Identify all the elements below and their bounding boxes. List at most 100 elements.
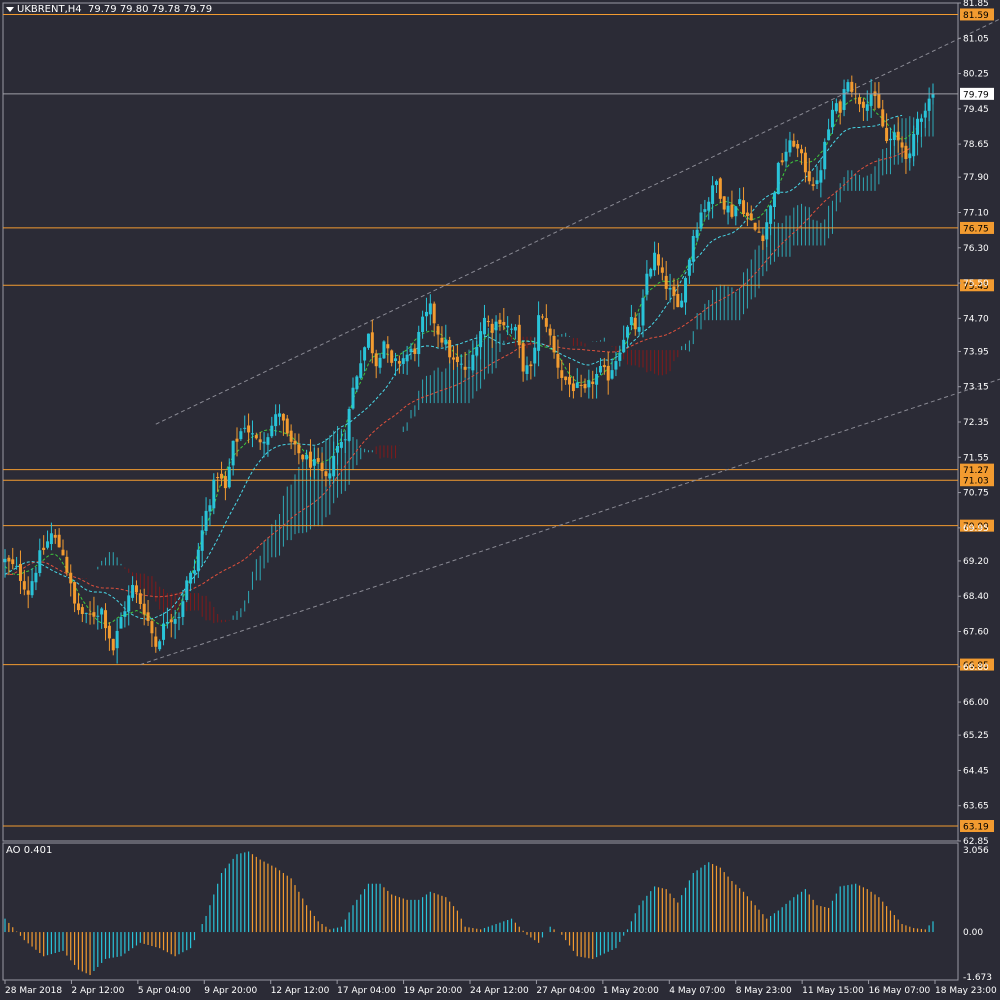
candle-body [22, 581, 26, 590]
candle-body [498, 319, 502, 324]
candle-body [800, 149, 804, 154]
time-tick-label: 11 May 15:00 [802, 986, 864, 996]
candle-body [258, 439, 262, 443]
candle-body [761, 235, 765, 242]
candle-body [749, 213, 753, 221]
candle-body [931, 93, 935, 98]
candle-body [533, 347, 537, 364]
candle-body [865, 104, 869, 111]
price-tick-label: 73.95 [963, 347, 989, 357]
candle-body [196, 549, 200, 572]
candle-body [568, 376, 572, 385]
price-tick-label: 77.10 [963, 209, 989, 219]
candle-body [390, 350, 394, 363]
candle-body [796, 143, 800, 149]
level-price-label: 66.85 [963, 661, 989, 671]
price-tick-label: 80.25 [963, 70, 989, 80]
candle-body [69, 572, 73, 584]
candle-body [146, 612, 150, 621]
candle-body [769, 205, 773, 224]
candle-body [912, 133, 916, 157]
time-tick-label: 19 Apr 20:00 [404, 986, 463, 996]
candle-body [606, 365, 610, 381]
level-price-label: 75.45 [963, 282, 989, 292]
candle-body [479, 331, 483, 348]
candle-body [927, 98, 931, 111]
candle-body [169, 619, 173, 623]
candle-body [757, 231, 761, 233]
candle-body [877, 94, 881, 108]
candle-body [807, 171, 811, 182]
time-tick-label: 1 May 20:00 [603, 986, 659, 996]
price-tick-label: 77.90 [963, 173, 989, 183]
ao-axis: 3.056 0.00 -1.673 [963, 846, 992, 983]
candle-body [301, 454, 305, 460]
ichimoku-cloud [81, 102, 934, 631]
candle-body [587, 380, 591, 388]
candle-body [699, 212, 703, 229]
symbol-label: UKBRENT,H4 [17, 4, 82, 15]
level-price-tag [960, 221, 994, 234]
candle-body [266, 437, 270, 445]
candle-body [610, 370, 614, 379]
candle-body [618, 352, 622, 361]
candle-body [328, 473, 332, 479]
candle-body [598, 366, 602, 373]
candle-body [900, 142, 904, 148]
candle-body [432, 303, 436, 324]
chevron-down-icon[interactable] [6, 6, 14, 12]
ohlc-readout: 79.79 79.80 79.78 79.79 [88, 4, 213, 15]
candle-body [305, 454, 309, 460]
candle-body [653, 252, 657, 271]
candle-body [888, 138, 892, 141]
candle-body [42, 547, 46, 551]
candle-body [324, 471, 328, 477]
candle-body [595, 374, 599, 385]
candle-body [838, 101, 842, 113]
candle-body [216, 477, 220, 479]
time-tick-label: 8 May 23:00 [736, 986, 792, 996]
candle-body [734, 206, 738, 217]
candle-body [827, 129, 831, 141]
candle-body [80, 607, 84, 615]
candle-body [765, 222, 769, 240]
candle-body [73, 582, 77, 604]
price-tick-label: 69.95 [963, 524, 989, 534]
candle-body [189, 572, 193, 584]
candle-body [687, 259, 691, 276]
candle-body [842, 89, 846, 110]
candle-body [660, 267, 664, 273]
channel-line [140, 378, 1000, 666]
candle-body [274, 414, 278, 427]
candle-body [452, 357, 456, 360]
price-tick-label: 72.35 [963, 418, 989, 428]
candle-body [656, 254, 660, 266]
candle-body [923, 110, 927, 118]
candle-body [374, 353, 378, 367]
candle-body [695, 229, 699, 238]
candle-body [436, 326, 440, 335]
candle-body [521, 343, 525, 372]
candle-body [904, 145, 908, 159]
candle-body [231, 440, 235, 466]
candle-body [401, 358, 405, 364]
candle-body [92, 612, 96, 617]
candle-body [11, 559, 15, 565]
candle-body [235, 438, 239, 442]
candle-body [49, 533, 53, 545]
candle-body [76, 603, 80, 611]
candle-body [714, 181, 718, 185]
price-tick-label: 69.20 [963, 557, 989, 567]
candle-body [885, 127, 889, 141]
candle-body [107, 625, 111, 639]
candle-body [788, 140, 792, 153]
candle-body [84, 612, 88, 614]
candle-body [846, 82, 850, 92]
candle-body [409, 348, 413, 353]
candle-body [413, 348, 417, 354]
candle-body [463, 366, 467, 370]
candle-body [726, 205, 730, 213]
candle-body [858, 97, 862, 105]
ao-tick-label: 3.056 [963, 846, 989, 856]
